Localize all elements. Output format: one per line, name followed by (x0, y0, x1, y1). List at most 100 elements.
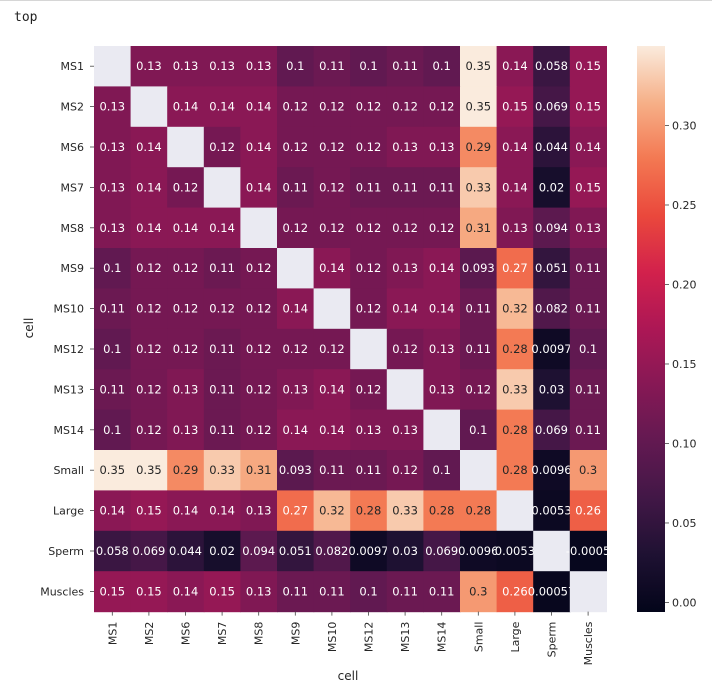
cell-value-label: 0.044 (169, 544, 202, 558)
colorbar-tick-label: 0.15 (672, 358, 697, 371)
heatmap-cell (277, 571, 315, 613)
y-tick-label: Small (53, 464, 84, 477)
heatmap-cell (313, 450, 351, 491)
cell-value-label: 0.12 (246, 342, 272, 356)
cell-divider (0, 0, 712, 1)
heatmap-cell (277, 530, 315, 572)
cell-value-label: 0.11 (319, 59, 345, 73)
x-tick-label: MS10 (326, 622, 339, 652)
cell-value-label: -0.0005 (566, 544, 610, 558)
heatmap-cell (533, 288, 571, 330)
cell-value-label: 0.13 (173, 423, 199, 437)
heatmap-cell (313, 167, 351, 209)
heatmap-cell (350, 167, 388, 209)
cell-value-label: 0.11 (575, 382, 601, 396)
heatmap-cell (94, 530, 132, 572)
output-label: top (14, 10, 38, 25)
heatmap-cell (350, 530, 388, 572)
cell-value-label: 0.12 (173, 261, 199, 275)
cell-value-label: 0.35 (136, 463, 162, 477)
cell-value-label: 0.11 (209, 382, 235, 396)
y-axis-label: cell (22, 318, 36, 339)
cell-value-label: 0.15 (575, 59, 601, 73)
cell-value-label: 0.11 (429, 180, 455, 194)
cell-value-label: 0.02 (209, 544, 235, 558)
heatmap-cell (313, 248, 351, 289)
colorbar-tick-label: 0.25 (672, 199, 697, 212)
heatmap-cell (350, 369, 388, 411)
heatmap-cell (423, 126, 461, 168)
cell-value-label: 0.12 (173, 302, 199, 316)
cell-value-label: 0.11 (356, 463, 382, 477)
heatmap-cell (496, 167, 534, 209)
cell-value-label: 0.32 (319, 504, 345, 518)
heatmap-cell (167, 86, 205, 128)
cell-value-label: 0.1 (103, 423, 121, 437)
heatmap-cell (277, 126, 315, 168)
heatmap-cell (313, 126, 351, 168)
cell-value-label: 0.15 (575, 180, 601, 194)
x-tick-label: MS2 (143, 622, 156, 645)
cell-value-label: 0.26 (502, 584, 528, 598)
cell-value-label: 0.11 (99, 302, 125, 316)
y-tick-label: MS6 (61, 141, 84, 154)
cell-value-label: 0.12 (319, 100, 345, 114)
cell-value-label: 0.28 (356, 504, 382, 518)
heatmap-cell (130, 207, 168, 249)
heatmap-cell (533, 409, 571, 451)
cell-value-label: 0.13 (429, 382, 455, 396)
heatmap-cell (569, 207, 607, 249)
heatmap-cell (167, 46, 205, 87)
heatmap-cell (569, 409, 607, 451)
cell-value-label: 0.3 (579, 463, 597, 477)
cell-value-label: 0.12 (136, 261, 162, 275)
heatmap-cell (313, 571, 351, 613)
cell-value-label: 0.093 (279, 463, 312, 477)
heatmap-cell (386, 207, 424, 249)
cell-value-label: 0.11 (209, 342, 235, 356)
cell-value-label: 0.14 (173, 221, 199, 235)
cell-value-label: 0.13 (282, 382, 308, 396)
cell-value-label: 0.11 (392, 59, 418, 73)
colorbar: 0.00 0.05 0.10 0.15 0.20 0.25 0.30 (637, 46, 697, 612)
cell-value-label: 0.1 (286, 59, 304, 73)
heatmap-cell (460, 530, 498, 572)
heatmap-cell (460, 167, 498, 209)
heatmap-cell (569, 288, 607, 330)
heatmap-cell (386, 126, 424, 168)
heatmap-cell (423, 369, 461, 411)
x-tick-label: MS14 (436, 622, 449, 652)
x-tick-label: Large (509, 621, 522, 652)
cell-value-label: 0.14 (246, 140, 272, 154)
cell-value-label: 0.0053 (531, 504, 571, 518)
heatmap-cell (350, 46, 388, 87)
cell-value-label: 0.12 (465, 382, 491, 396)
cell-value-label: 0.11 (429, 584, 455, 598)
cell-value-label: 0.058 (535, 59, 568, 73)
heatmap-cell (569, 328, 607, 370)
x-tick-label: Sperm (546, 622, 559, 658)
x-tick-label: MS13 (399, 622, 412, 652)
heatmap-cell (423, 409, 461, 451)
cell-value-label: 0.13 (99, 221, 125, 235)
heatmap-cell (386, 409, 424, 451)
heatmap-cell (203, 450, 241, 491)
heatmap-cell (569, 46, 607, 87)
heatmap-cell (94, 409, 132, 451)
cell-value-label: 0.14 (319, 382, 345, 396)
heatmap-cell (167, 248, 205, 289)
heatmap-cell (496, 490, 534, 532)
heatmap-cell (277, 450, 315, 491)
heatmap-cell (569, 167, 607, 209)
heatmap-cell (167, 328, 205, 370)
cell-value-label: 0.11 (575, 302, 601, 316)
heatmap-cell (167, 530, 205, 572)
heatmap-cell (277, 409, 315, 451)
colorbar-tick-label: 0.30 (672, 119, 697, 132)
heatmap-cell (277, 369, 315, 411)
heatmap-cell (423, 207, 461, 249)
cell-value-label: 0.15 (209, 584, 235, 598)
heatmap-cell (313, 369, 351, 411)
cell-value-label: 0.14 (429, 302, 455, 316)
heatmap-cell (203, 530, 241, 572)
